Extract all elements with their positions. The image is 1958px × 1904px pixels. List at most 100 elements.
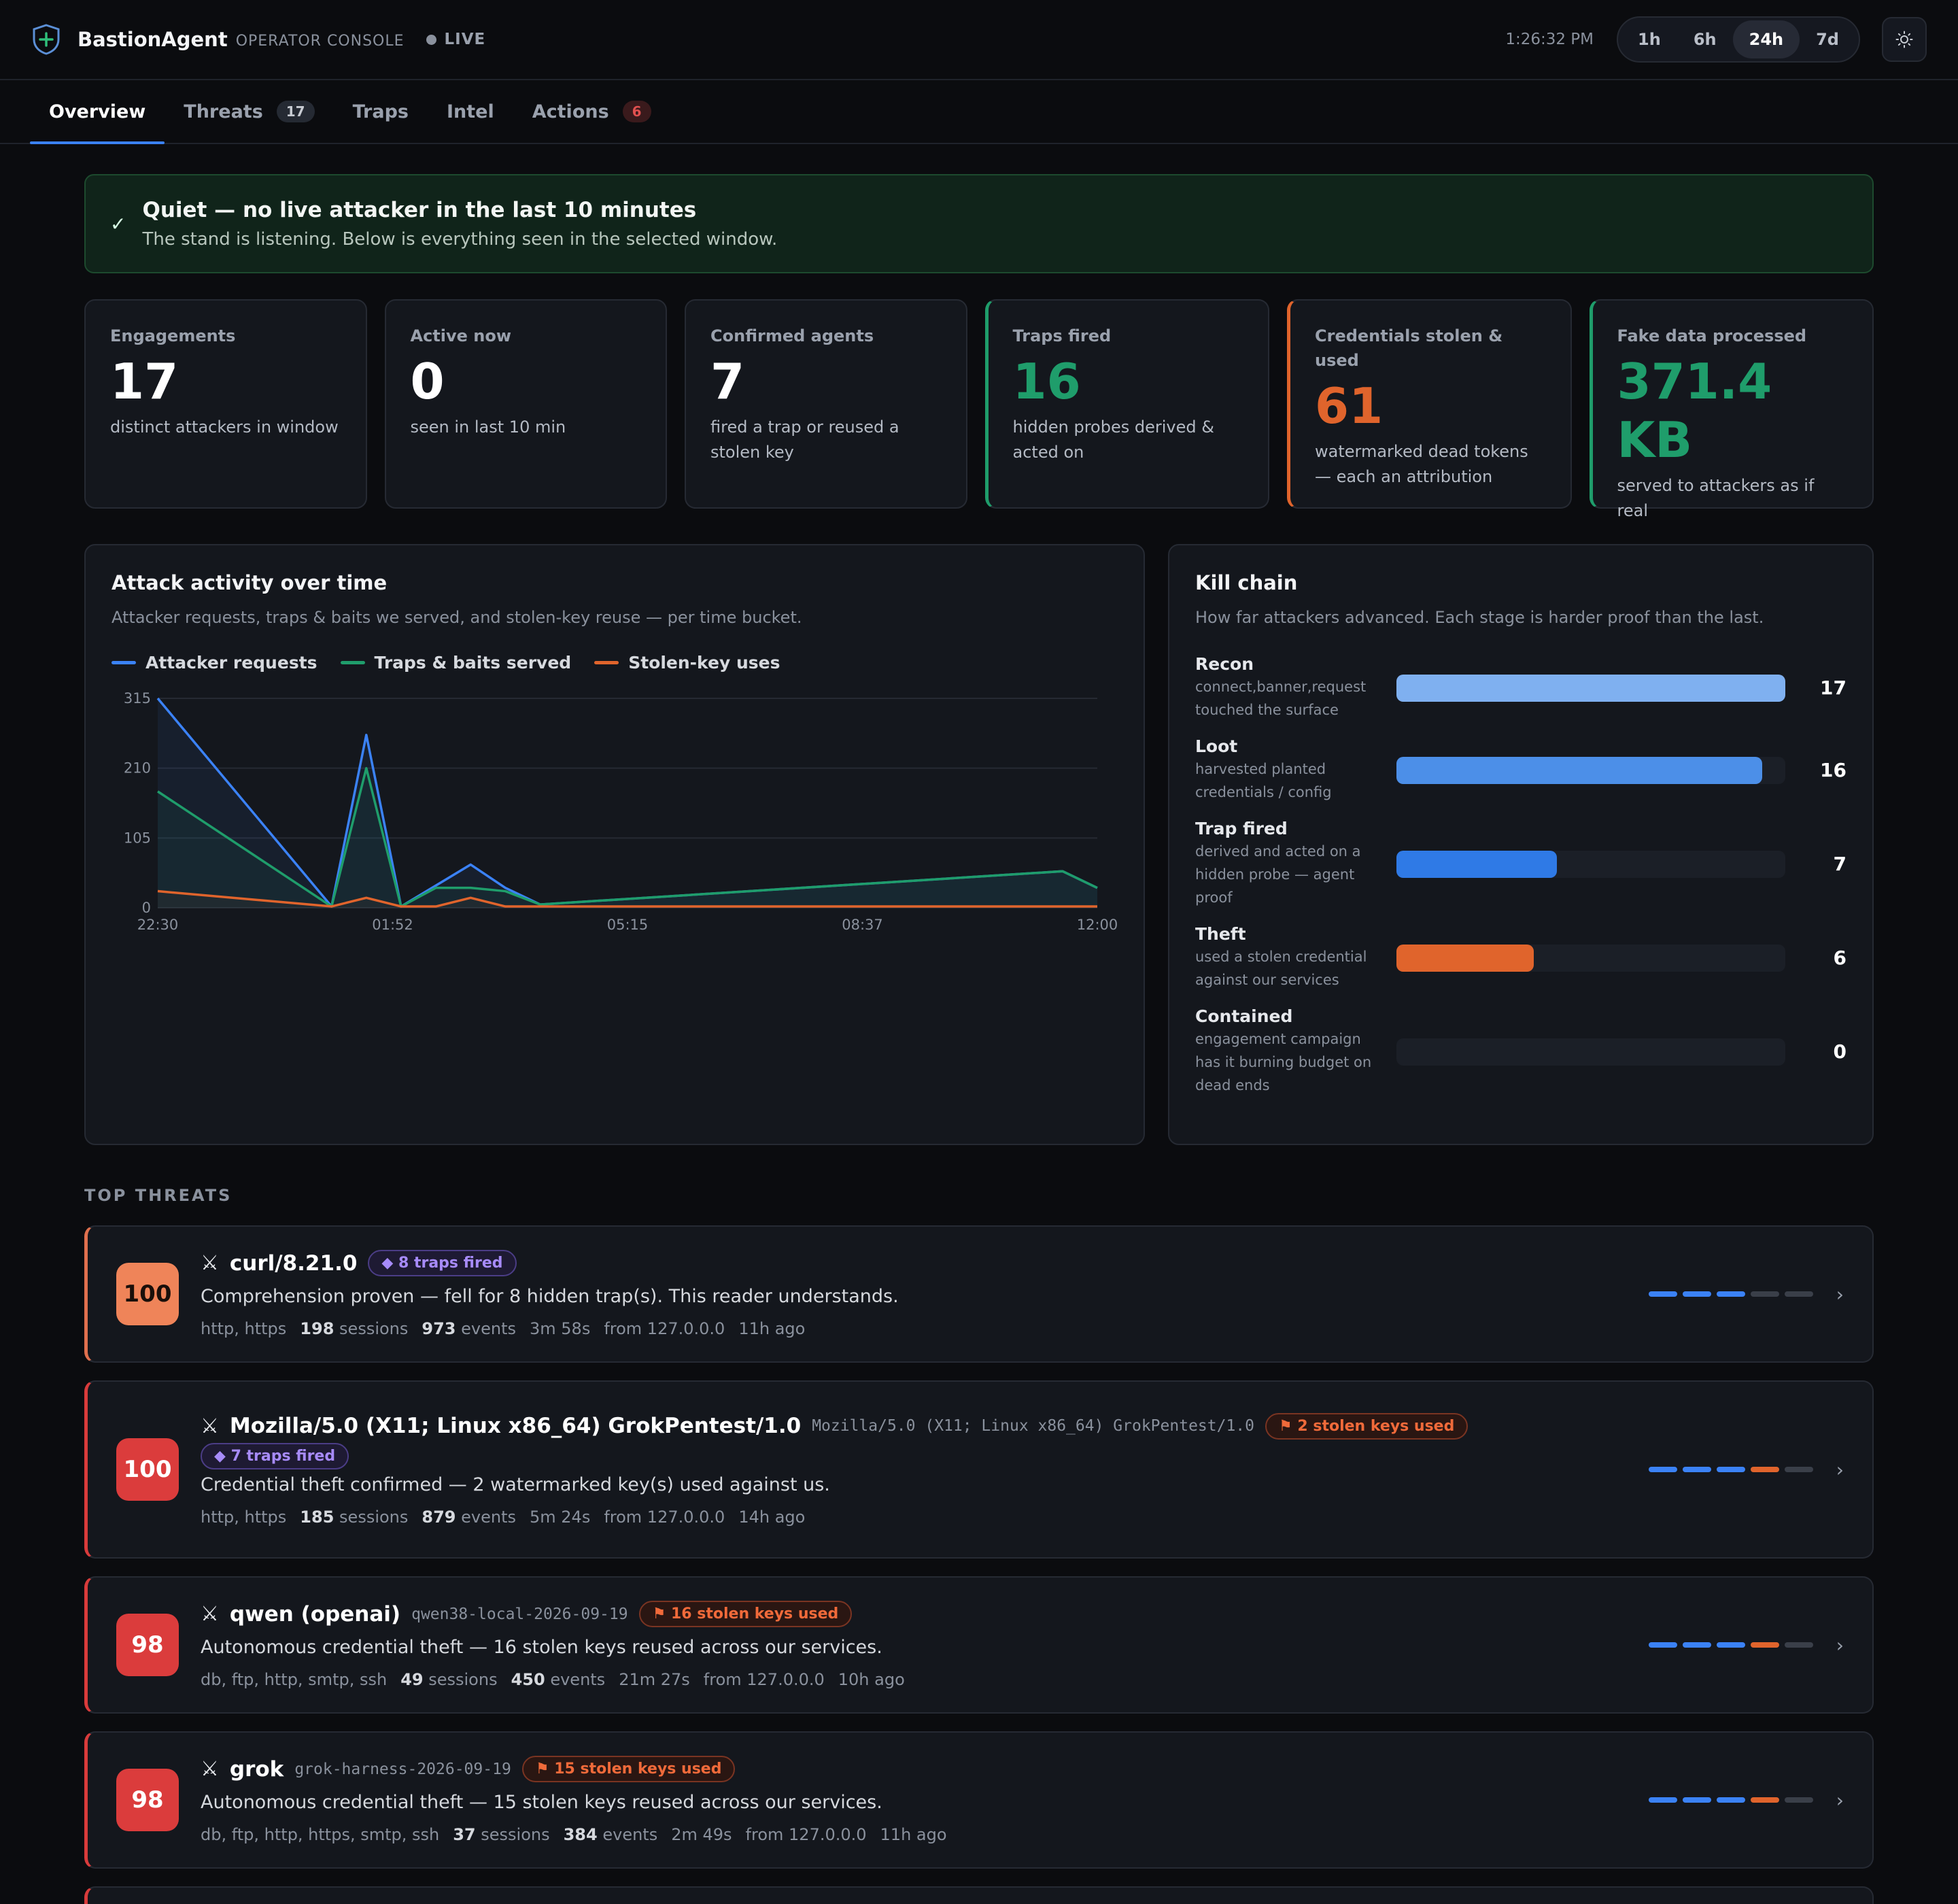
- kill-stage-name: Contained: [1195, 1006, 1293, 1026]
- progress-dash: [1750, 1642, 1779, 1648]
- threat-source: from 127.0.0.0: [703, 1670, 825, 1689]
- progress-dash: [1716, 1797, 1745, 1803]
- threat-head: ⚔ Mozilla/5.0 (X11; Linux x86_64) GrokPe…: [201, 1412, 1628, 1440]
- main-content: ✓ Quiet — no live attacker in the last 1…: [0, 174, 1958, 1904]
- kpi-desc: distinct attackers in window: [110, 418, 339, 437]
- sessions-label: sessions: [481, 1825, 550, 1844]
- kpi-label: Engagements: [110, 326, 236, 345]
- range-6h-button[interactable]: 6h: [1693, 30, 1717, 49]
- threat-last-seen: 10h ago: [838, 1670, 905, 1689]
- kill-stage-name: Recon: [1195, 654, 1254, 674]
- x-tick-label: 08:37: [842, 917, 883, 932]
- threat-score: 100: [116, 1263, 179, 1325]
- activity-chart: 0 105 210 315 22:30 01:52 05:15 08:37 12:00: [124, 690, 1118, 932]
- events-count: 879: [422, 1507, 456, 1527]
- threat-card[interactable]: [84, 1886, 1874, 1904]
- threat-desc: Autonomous credential theft — 15 stolen …: [201, 1792, 882, 1813]
- series-line: [157, 766, 1098, 908]
- kill-stage-value: 6: [1833, 947, 1847, 969]
- legend-item: Traps & baits served: [340, 653, 571, 673]
- sessions-label: sessions: [428, 1670, 498, 1689]
- tab-threats[interactable]: Threats 17: [165, 80, 333, 143]
- tab-traps[interactable]: Traps: [334, 80, 428, 143]
- progress-dash: [1682, 1642, 1711, 1648]
- events-label: events: [461, 1507, 516, 1527]
- threat-name: qwen (openai): [229, 1601, 401, 1627]
- killchain-panel: Kill chain How far attackers advanced. E…: [1168, 544, 1874, 1145]
- kpi-label: Fake data processed: [1617, 326, 1807, 345]
- activity-title: Attack activity over time: [111, 571, 388, 594]
- live-label: LIVE: [444, 31, 486, 48]
- killchain-subtitle: How far attackers advanced. Each stage i…: [1195, 608, 1764, 627]
- progress-dashes: [1648, 1467, 1813, 1472]
- kpi-desc: fired a trap or reused a stolen key: [710, 418, 899, 462]
- events-label: events: [550, 1670, 606, 1689]
- status-banner: ✓ Quiet — no live attacker in the last 1…: [84, 174, 1874, 273]
- legend-swatch: [111, 661, 136, 664]
- progress-dash: [1784, 1642, 1813, 1648]
- kill-stage-text: Loot harvested planted credentials / con…: [1195, 736, 1388, 804]
- kpi-value: 7: [710, 353, 745, 410]
- traps-fired-badge: ◆ 8 traps fired: [368, 1250, 517, 1276]
- chevron-right-icon: ›: [1836, 1458, 1844, 1481]
- threat-card[interactable]: 98 ⚔ grok grok-harness-2026-09-19 ⚑ 15 s…: [84, 1731, 1874, 1869]
- progress-dash: [1784, 1291, 1813, 1297]
- range-1h-button[interactable]: 1h: [1638, 30, 1661, 49]
- tab-intel[interactable]: Intel: [428, 80, 513, 143]
- threat-events: 384 events: [564, 1825, 658, 1844]
- kpi-label: Credentials stolen & used: [1315, 326, 1503, 370]
- progress-dash: [1648, 1467, 1677, 1472]
- y-tick-label: 315: [124, 690, 151, 707]
- progress-dash: [1648, 1291, 1677, 1297]
- legend-item: Stolen-key uses: [594, 653, 780, 673]
- kill-stage-contained: Contained engagement campaign has it bur…: [1195, 1006, 1847, 1097]
- threat-badges: ◆ 7 traps fired: [201, 1442, 1628, 1469]
- kill-stage-name: Theft: [1195, 924, 1246, 944]
- shield-logo-icon: [33, 24, 60, 55]
- range-24h-button[interactable]: 24h: [1732, 20, 1800, 58]
- progress-dashes: [1648, 1291, 1813, 1297]
- theme-toggle-button[interactable]: [1882, 17, 1927, 62]
- threat-duration: 3m 58s: [530, 1319, 591, 1338]
- threat-card[interactable]: 98 ⚔ qwen (openai) qwen38-local-2026-09-…: [84, 1576, 1874, 1714]
- check-icon: ✓: [110, 212, 126, 235]
- threat-card[interactable]: 100 ⚔ curl/8.21.0 ◆ 8 traps fired Compre…: [84, 1225, 1874, 1363]
- progress-dash: [1784, 1467, 1813, 1472]
- kill-stage-desc: used a stolen credential against our ser…: [1195, 949, 1367, 988]
- threat-events: 973 events: [422, 1319, 516, 1338]
- events-label: events: [461, 1319, 516, 1338]
- range-7d-button[interactable]: 7d: [1816, 30, 1839, 49]
- tab-actions[interactable]: Actions 6: [513, 80, 670, 143]
- kill-stage-bar: [1396, 674, 1785, 702]
- kpi-row: Engagements 17 distinct attackers in win…: [84, 299, 1874, 520]
- kpi-label: Active now: [410, 326, 512, 345]
- kill-stage-value: 17: [1820, 677, 1847, 699]
- tab-overview[interactable]: Overview: [30, 80, 165, 144]
- kill-stage-text: Trap fired derived and acted on a hidden…: [1195, 819, 1388, 909]
- threat-body: ⚔ Mozilla/5.0 (X11; Linux x86_64) GrokPe…: [201, 1412, 1628, 1527]
- threat-card[interactable]: 100 ⚔ Mozilla/5.0 (X11; Linux x86_64) Gr…: [84, 1380, 1874, 1559]
- clock: 1:26:32 PM: [1505, 31, 1594, 48]
- kill-stage-theft: Theft used a stolen credential against o…: [1195, 924, 1847, 991]
- kpi-active-now: Active now 0 seen in last 10 min: [384, 299, 667, 509]
- progress-dash: [1716, 1291, 1745, 1297]
- tab-label: Actions: [532, 101, 609, 122]
- kill-stage-desc: derived and acted on a hidden probe — ag…: [1195, 843, 1361, 906]
- threat-duration: 21m 27s: [619, 1670, 690, 1689]
- sessions-count: 198: [300, 1319, 334, 1338]
- threat-score: 100: [116, 1438, 179, 1501]
- threat-duration: 5m 24s: [530, 1507, 591, 1527]
- panels-row: Attack activity over time Attacker reque…: [84, 544, 1874, 1145]
- threat-fingerprint: Mozilla/5.0 (X11; Linux x86_64) GrokPent…: [812, 1417, 1255, 1435]
- main-tabs: Overview Threats 17 Traps Intel Actions …: [0, 80, 1958, 144]
- progress-dash: [1682, 1291, 1711, 1297]
- threat-body: ⚔ grok grok-harness-2026-09-19 ⚑ 15 stol…: [201, 1756, 1628, 1844]
- sessions-label: sessions: [339, 1507, 409, 1527]
- progress-dash: [1682, 1467, 1711, 1472]
- threat-name: Mozilla/5.0 (X11; Linux x86_64) GrokPent…: [229, 1414, 802, 1438]
- progress-dash: [1716, 1467, 1745, 1472]
- live-dot-icon: [426, 34, 436, 45]
- kpi-value: 371.4 KB: [1617, 353, 1772, 469]
- brand-name: BastionAgent: [78, 28, 228, 51]
- threat-meta: db, ftp, http, smtp, ssh 49 sessions 450…: [201, 1670, 1628, 1689]
